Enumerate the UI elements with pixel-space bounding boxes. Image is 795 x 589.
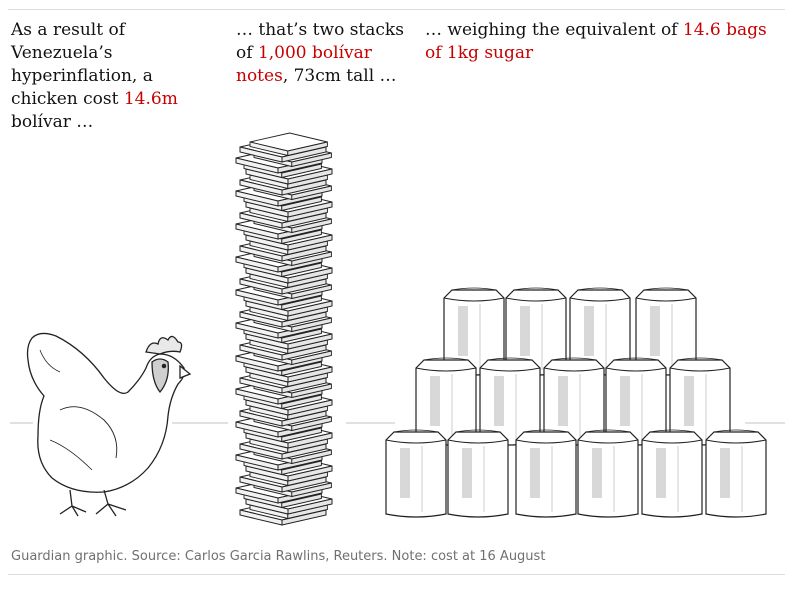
source-note: Guardian graphic. Source: Carlos Garcia …	[11, 549, 546, 564]
sugar-bag-icon	[641, 429, 703, 518]
sugar-bag-icon	[447, 429, 509, 518]
sugar-bags-icon	[385, 287, 767, 518]
sugar-bag-icon	[577, 429, 639, 518]
panel-stack-text-before: … that’s two stacks of	[236, 20, 404, 63]
illustration-canvas	[10, 132, 785, 526]
sugar-bag-icon	[705, 429, 767, 518]
panel-chicken-text: As a result of Venezuela’s hyperinflatio…	[11, 19, 201, 134]
top-rule	[8, 9, 785, 10]
panel-chicken-text-before: As a result of Venezuela’s hyperinflatio…	[11, 20, 153, 109]
panel-stack-text: … that’s two stacks of 1,000 bolívar not…	[236, 19, 411, 88]
panel-stack-highlight: 1,000 bolívar notes	[236, 43, 372, 86]
panel-sugar-text-before: … weighing the equivalent of	[425, 20, 683, 40]
sugar-bag-icon	[385, 429, 447, 518]
bottom-rule	[8, 574, 785, 575]
panel-chicken-highlight: 14.6m	[123, 89, 178, 109]
banknote-stack-icon	[235, 132, 333, 526]
sugar-bag-icon	[515, 429, 577, 518]
panel-chicken-text-after: bolívar …	[11, 112, 94, 132]
panel-sugar-text: … weighing the equivalent of 14.6 bags o…	[425, 19, 785, 65]
panel-sugar-highlight: 14.6 bags of 1kg sugar	[425, 20, 767, 63]
chicken-icon	[26, 332, 192, 517]
panel-stack-text-after: , 73cm tall …	[282, 66, 397, 86]
